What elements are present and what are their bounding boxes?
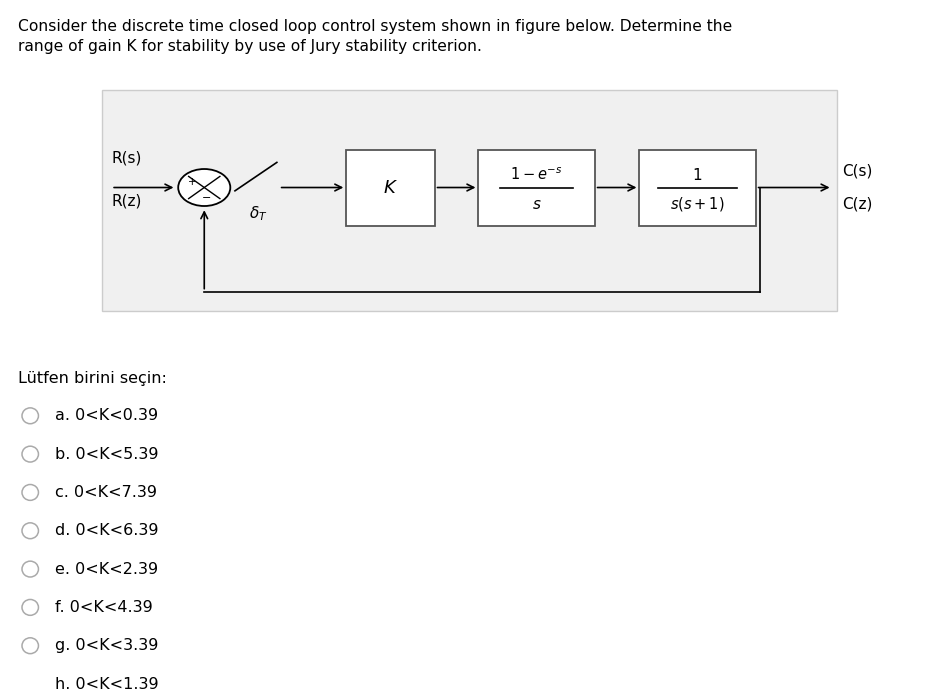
Text: R(s): R(s) [111,150,142,165]
Text: d. 0<K<6.39: d. 0<K<6.39 [55,523,159,538]
Bar [346,149,435,226]
Text: Consider the discrete time closed loop control system shown in figure below. Det: Consider the discrete time closed loop c… [18,19,732,34]
Ellipse shape [22,484,38,500]
Text: g. 0<K<3.39: g. 0<K<3.39 [55,638,159,653]
Ellipse shape [22,446,38,462]
Bar [102,90,837,311]
Ellipse shape [22,408,38,424]
Text: $1$: $1$ [692,167,702,183]
Ellipse shape [22,676,38,692]
Text: c. 0<K<7.39: c. 0<K<7.39 [55,485,158,500]
Text: C(z): C(z) [841,197,872,212]
Ellipse shape [22,599,38,615]
Text: b. 0<K<5.39: b. 0<K<5.39 [55,446,159,462]
Text: Lütfen birini seçin:: Lütfen birini seçin: [18,371,167,386]
Text: C(s): C(s) [841,163,872,179]
Text: $\delta_T$: $\delta_T$ [249,204,268,223]
Bar [639,149,756,226]
Ellipse shape [22,638,38,654]
Text: range of gain K for stability by use of Jury stability criterion.: range of gain K for stability by use of … [18,39,482,53]
Text: $1-e^{-s}$: $1-e^{-s}$ [510,166,562,183]
Ellipse shape [22,523,38,538]
Text: $s(s+1)$: $s(s+1)$ [670,195,725,213]
Text: h. 0<K<1.39: h. 0<K<1.39 [55,677,159,691]
Text: $s$: $s$ [531,197,541,212]
Bar [478,149,594,226]
Text: a. 0<K<0.39: a. 0<K<0.39 [55,408,159,424]
Text: +: + [188,177,197,187]
Circle shape [178,169,230,206]
Text: $K$: $K$ [383,179,398,197]
Text: e. 0<K<2.39: e. 0<K<2.39 [55,562,159,576]
Ellipse shape [22,561,38,577]
Text: R(z): R(z) [111,193,142,208]
Text: f. 0<K<4.39: f. 0<K<4.39 [55,600,153,615]
Text: −: − [202,192,211,203]
